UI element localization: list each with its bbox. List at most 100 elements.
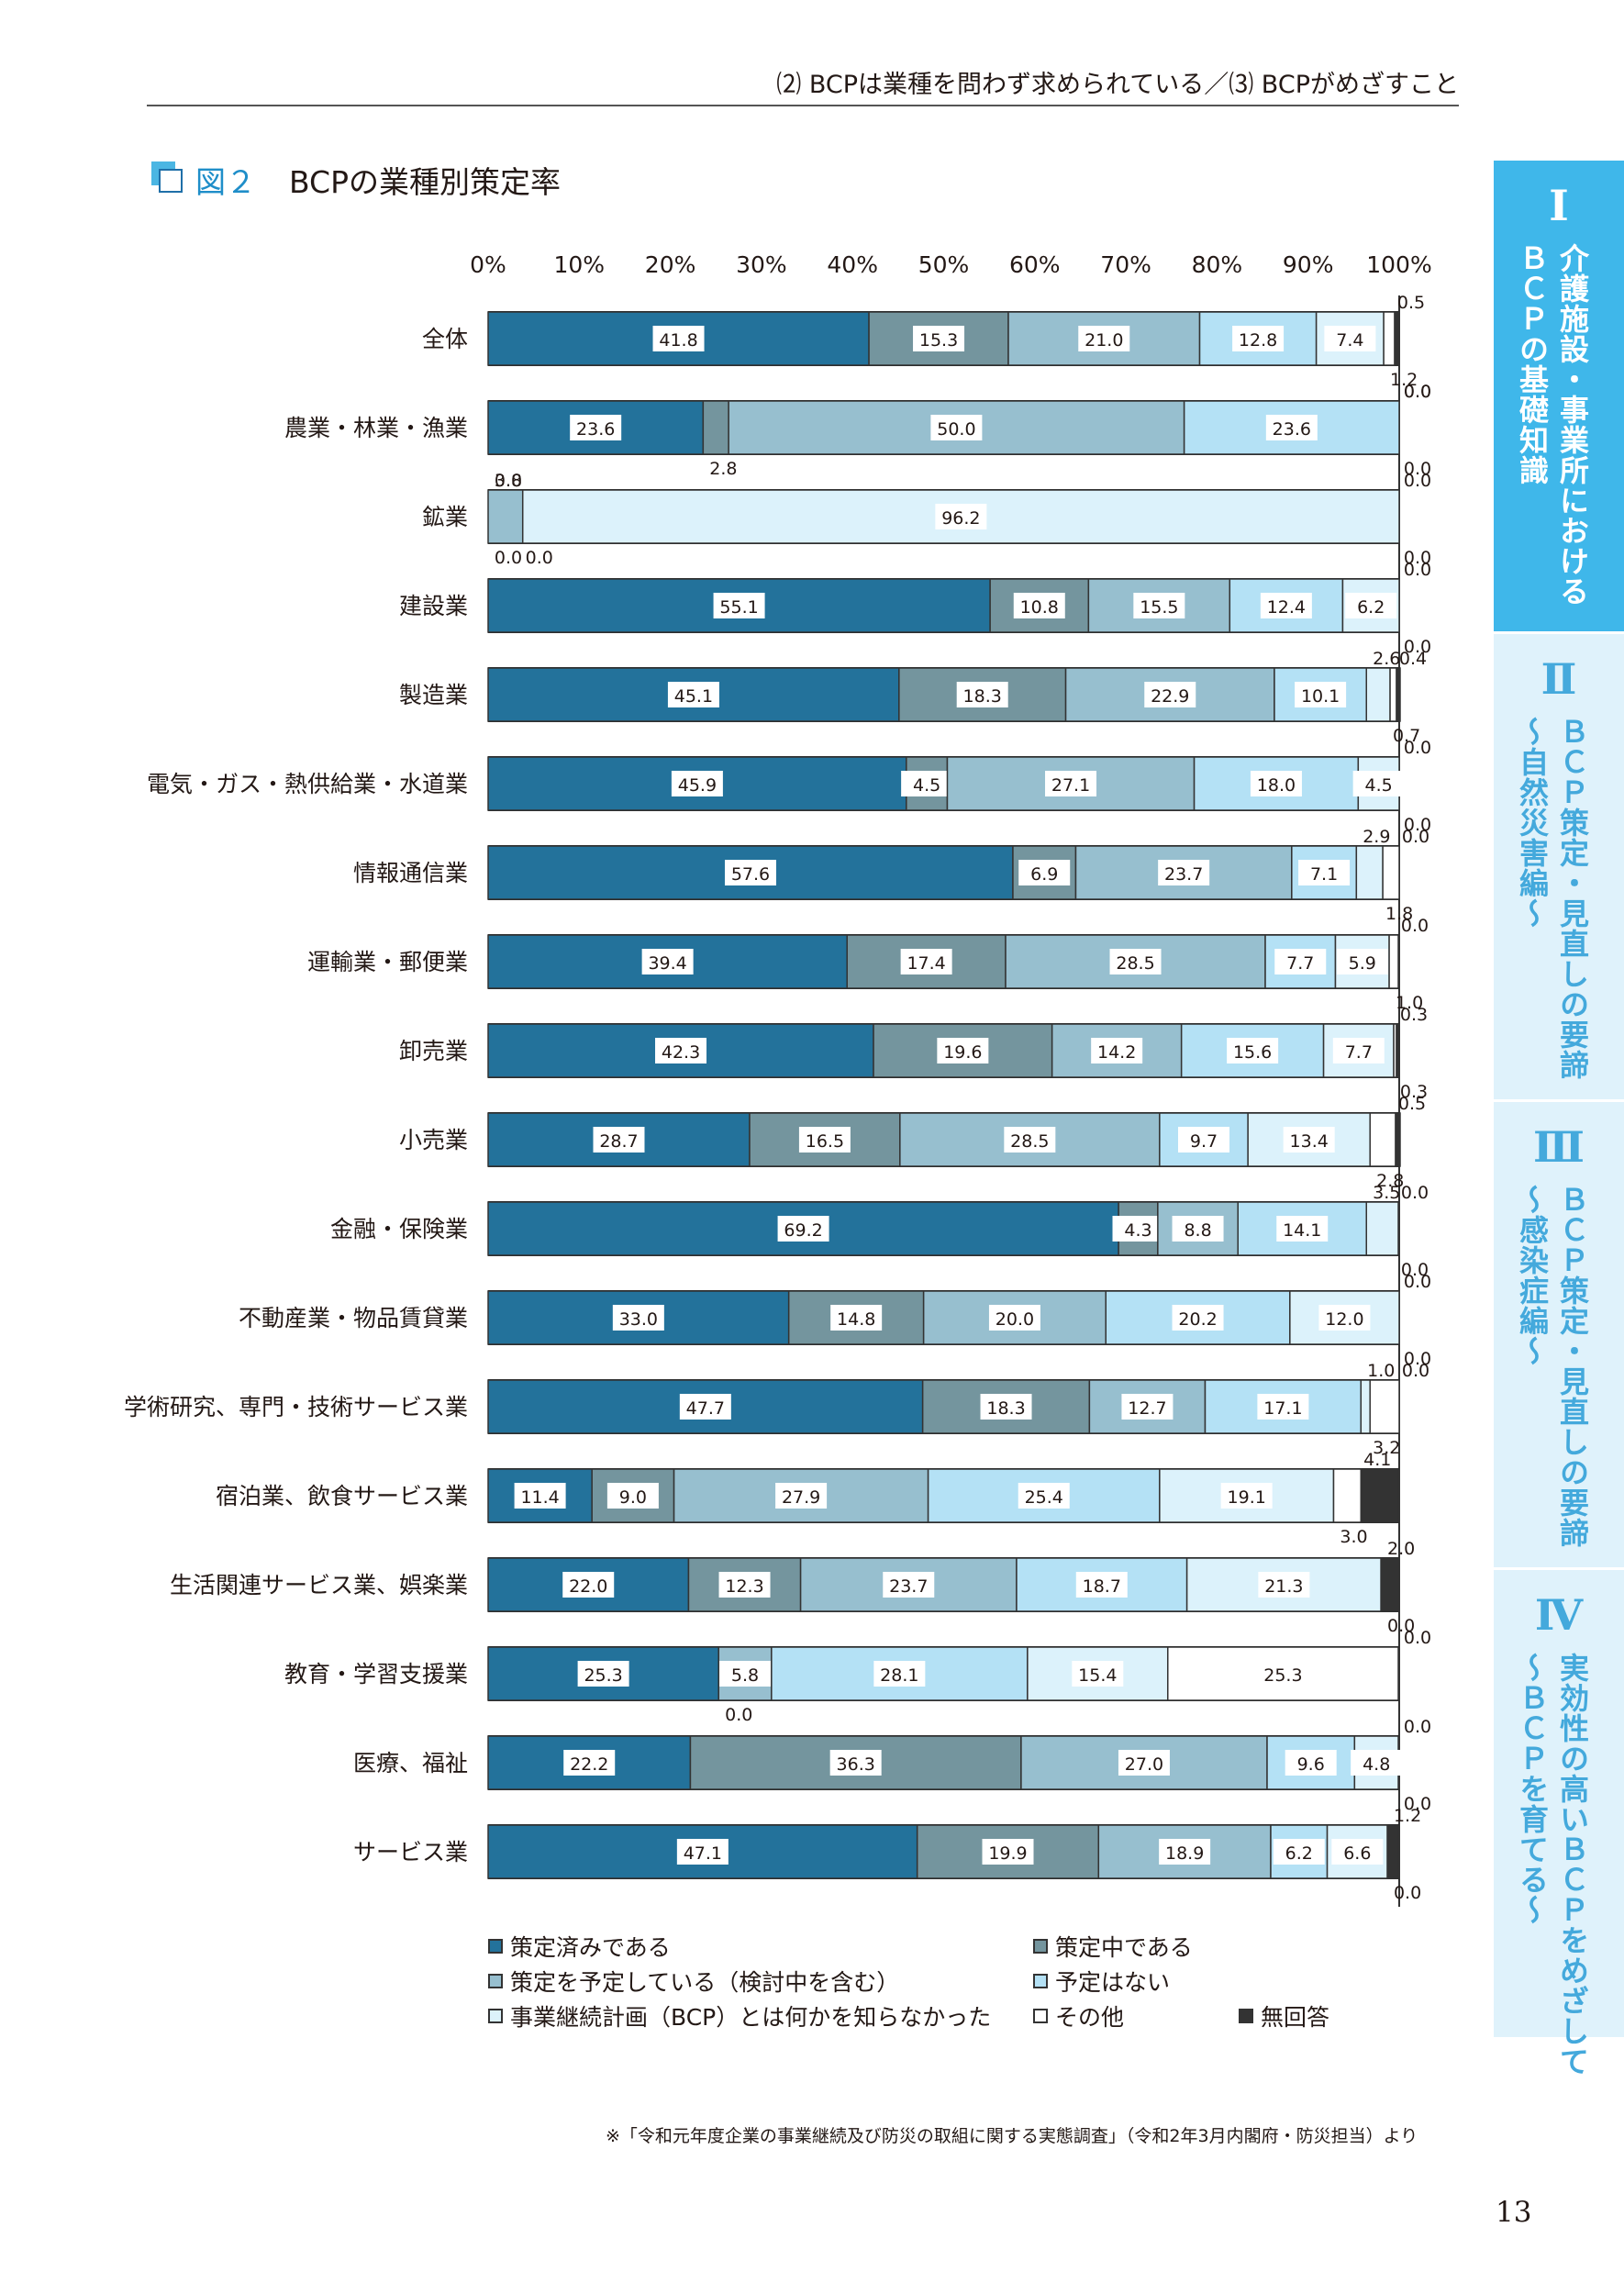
data-label: 9.6 (1297, 1754, 1325, 1775)
tab-chapter-number: Ⅱ (1541, 654, 1577, 704)
data-label: 0.0 (1404, 1272, 1431, 1292)
data-label-bg (641, 949, 694, 974)
bar-segment (1332, 1468, 1363, 1523)
data-label: 57.6 (731, 864, 770, 885)
legend-item: 無回答 (1239, 1999, 1329, 2032)
bar-segment (1383, 311, 1396, 366)
side-tab-chapter-4[interactable]: Ⅳ 実効性の高いＢＣＰをめざして 〜ＢＣＰを育てる〜 (1494, 1567, 1624, 2077)
data-label-bg (514, 1483, 566, 1509)
bar-segment (1355, 845, 1384, 900)
legend-label: 予定はない (1055, 1969, 1171, 1996)
data-label: 4.5 (1365, 775, 1393, 796)
data-label-bg (777, 1216, 829, 1242)
side-tab-chapter-2[interactable]: Ⅱ ＢＣＰ策定・見直しの要諦 〜自然災害編〜 (1494, 631, 1624, 1099)
bar-segment (1360, 1379, 1371, 1434)
category-label: 生活関連サービス業、娯楽業 (170, 1572, 468, 1598)
data-label: 28.5 (1116, 953, 1154, 974)
data-label: 22.0 (569, 1576, 607, 1597)
legend-label: 策定を予定している（検討中を含む） (510, 1969, 900, 1996)
data-label: 27.1 (1051, 775, 1090, 796)
data-label: 0.0 (1401, 1260, 1429, 1280)
data-label-bg (1295, 682, 1347, 707)
figure-name: BCPの業種別策定率 (289, 164, 562, 200)
data-label-bg (671, 771, 723, 796)
data-label-bg (652, 326, 705, 351)
data-label: 4.8 (1363, 1754, 1390, 1775)
data-label: 13.4 (1290, 1131, 1329, 1152)
data-label-bg (1351, 1750, 1403, 1776)
data-label: 15.5 (1140, 597, 1178, 618)
data-label: 28.5 (1010, 1131, 1049, 1152)
category-label: 農業・林業・漁業 (284, 415, 468, 441)
data-label: 7.4 (1336, 330, 1363, 351)
data-label-bg (1112, 1216, 1164, 1242)
data-label-bg (1118, 1750, 1170, 1776)
data-label: 15.4 (1078, 1665, 1117, 1686)
data-label: 21.3 (1264, 1576, 1303, 1597)
bar-segment (1369, 1379, 1400, 1434)
x-tick-label: 30% (736, 251, 787, 278)
data-label-bg (1075, 1572, 1128, 1598)
data-label: 0.0 (1404, 815, 1431, 835)
legend-item: 事業継続計画（BCP）とは何かを知らなかった (488, 1999, 991, 2032)
bar-segment (1386, 1824, 1399, 1879)
data-label: 33.0 (619, 1309, 658, 1330)
bar-segment (1365, 1201, 1399, 1256)
data-label: 19.1 (1228, 1487, 1266, 1508)
data-label-bg (719, 1661, 772, 1687)
data-label: 12.8 (1239, 330, 1277, 351)
data-label: 0.0 (1401, 1183, 1429, 1203)
data-label-bg (1331, 1839, 1384, 1865)
data-label: 27.9 (782, 1487, 820, 1508)
data-label-bg (1232, 326, 1285, 351)
data-label-bg (563, 1750, 616, 1776)
data-label: 19.9 (988, 1843, 1027, 1864)
data-label: 5.9 (1349, 953, 1376, 974)
data-label: 36.3 (837, 1754, 875, 1775)
data-label-bg (1109, 949, 1162, 974)
data-label-bg (1172, 1305, 1224, 1331)
bar-segment (1396, 1023, 1400, 1078)
data-label: 2.8 (709, 459, 737, 479)
category-label: 医療、福祉 (353, 1750, 468, 1776)
data-label: 42.3 (662, 1042, 700, 1063)
data-label: 18.9 (1165, 1843, 1204, 1864)
data-label-bg (1274, 949, 1327, 974)
bar-segment (1394, 311, 1400, 366)
data-label: 0.5 (1397, 293, 1425, 313)
data-label-bg (937, 1038, 989, 1063)
header-rule (147, 105, 1459, 106)
data-label: 0.0 (1404, 738, 1431, 758)
data-label: 14.1 (1283, 1220, 1321, 1241)
data-label: 0.3 (1400, 1005, 1428, 1025)
data-label-bg (980, 1394, 1032, 1420)
data-label: 15.3 (919, 330, 958, 351)
side-tab-chapter-3[interactable]: Ⅲ ＢＣＰ策定・見直しの要諦 〜感染症編〜 (1494, 1099, 1624, 1567)
data-label: 3.0 (1340, 1527, 1367, 1547)
data-label-bg (1178, 1127, 1230, 1153)
data-label: 1.2 (1390, 370, 1418, 390)
x-tick-label: 60% (1009, 251, 1061, 278)
data-label: 25.3 (584, 1665, 622, 1686)
data-label: 0.0 (1401, 916, 1429, 936)
data-label-bg (1318, 1305, 1371, 1331)
side-tab-chapter-1[interactable]: Ⅰ 介護施設・事業所における ＢＣＰの基礎知識 (1494, 158, 1624, 631)
data-label: 0.0 (1404, 560, 1431, 580)
x-tick-label: 100% (1366, 251, 1431, 278)
data-label: 0.0 (1404, 1349, 1431, 1369)
page-number: 13 (1496, 2196, 1532, 2229)
data-label-bg (1298, 860, 1351, 885)
legend-swatch (488, 2009, 503, 2023)
data-label-bg (901, 771, 953, 796)
data-label: 0.3 (1400, 1082, 1428, 1102)
data-label: 3.5 (1373, 1183, 1400, 1203)
x-tick-label: 50% (918, 251, 970, 278)
category-label: 学術研究、専門・技術サービス業 (124, 1394, 468, 1420)
data-label: 45.9 (678, 775, 717, 796)
data-label: 6.2 (1285, 1843, 1313, 1864)
data-label: 27.0 (1125, 1754, 1163, 1775)
data-label: 20.0 (996, 1309, 1034, 1330)
legend-item: 策定を予定している（検討中を含む） (488, 1965, 899, 1998)
data-label-bg (593, 1127, 645, 1153)
data-label-bg (1018, 1483, 1070, 1509)
